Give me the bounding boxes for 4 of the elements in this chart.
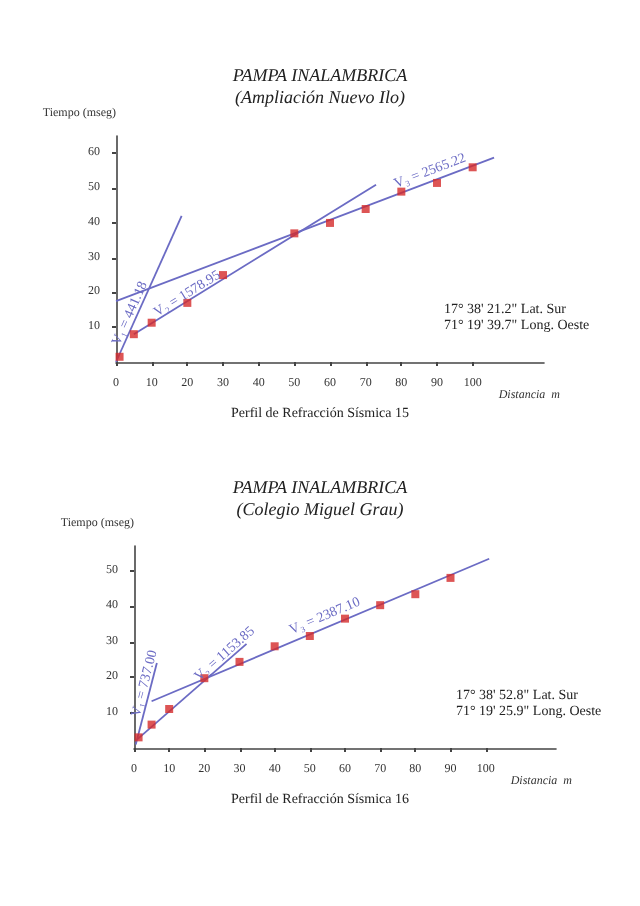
chart-title: PAMPA INALAMBRICA [230,65,409,85]
chart-title: PAMPA INALAMBRICA [230,477,409,497]
chart-subtitle: (Colegio Miguel Grau) [236,499,404,519]
chart-subtitle: (Ampliación Nuevo Ilo) [235,87,405,107]
